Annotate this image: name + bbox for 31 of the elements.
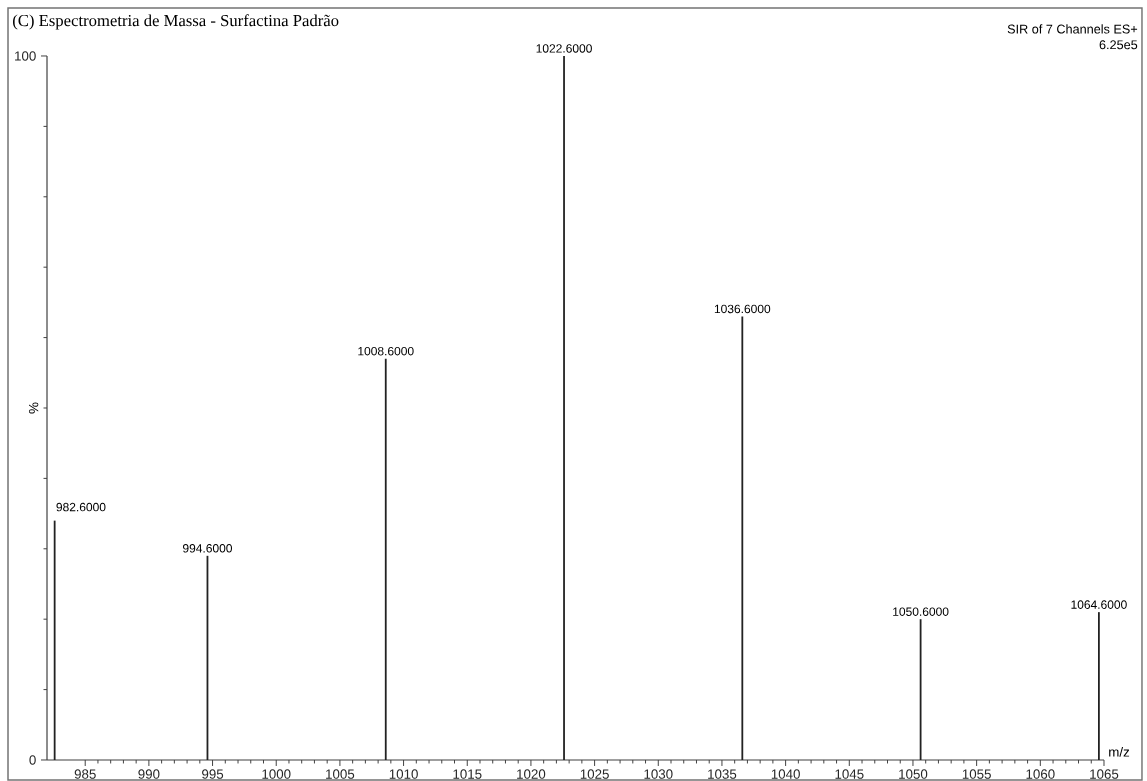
x-tick-label: 1055 bbox=[962, 769, 991, 779]
x-tick-label: 990 bbox=[138, 769, 160, 779]
x-axis-title: m/z bbox=[1109, 746, 1130, 757]
y-axis-title: % bbox=[28, 402, 39, 414]
text: 6.25e5 bbox=[1099, 40, 1138, 50]
x-tick-label: 1040 bbox=[771, 769, 800, 779]
x-tick-label: 995 bbox=[202, 769, 224, 779]
y-tick-label: 0 bbox=[29, 755, 36, 765]
annotation: 1050.6000 bbox=[893, 607, 949, 616]
x-tick-label: 985 bbox=[74, 769, 96, 779]
annotation: 982.6000 bbox=[56, 502, 106, 512]
x-tick-label: 1060 bbox=[1026, 769, 1055, 779]
annotation: 1064.6000 bbox=[1071, 600, 1127, 609]
text: SIR of 7 Channels ES+ bbox=[1007, 24, 1138, 34]
x-tick-label: 1035 bbox=[708, 769, 737, 779]
x-tick-label: 1030 bbox=[644, 769, 673, 779]
annotation: 994.6000 bbox=[183, 544, 233, 553]
annotation: 1036.6000 bbox=[714, 304, 771, 314]
x-tick-label: 1010 bbox=[389, 769, 418, 779]
x-tick-label: 1005 bbox=[326, 769, 355, 779]
chart-title: (C) Espectrometria de Massa - Surfactina Padrão bbox=[13, 14, 339, 30]
x-tick-label: 1020 bbox=[517, 769, 546, 779]
annotation: 1008.6000 bbox=[358, 346, 414, 356]
x-tick-label: 1000 bbox=[262, 769, 291, 779]
y-tick-label: 100 bbox=[15, 51, 36, 61]
x-tick-label: 1045 bbox=[835, 769, 864, 779]
x-tick-label: 1025 bbox=[580, 769, 609, 779]
x-tick-label: 1050 bbox=[899, 769, 928, 779]
x-tick-label: 1015 bbox=[453, 769, 482, 779]
annotation: 1022.6000 bbox=[536, 44, 592, 53]
x-tick-label: 1065 bbox=[1090, 769, 1119, 779]
